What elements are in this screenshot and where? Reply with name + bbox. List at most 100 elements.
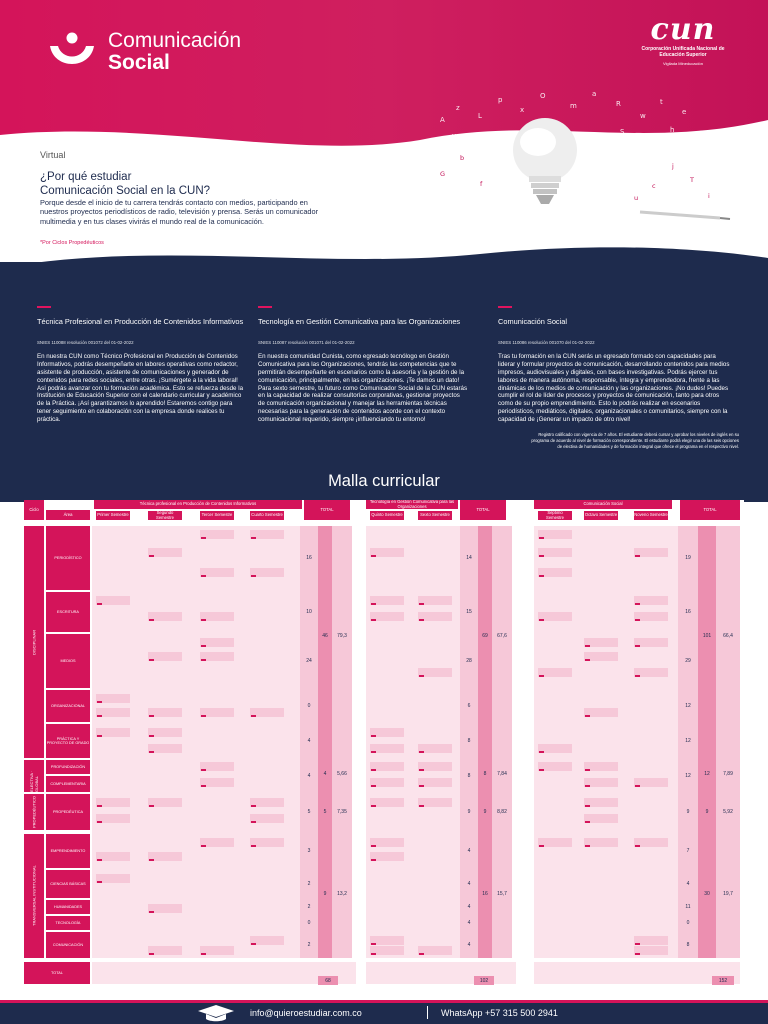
subtotal-c3-electiva: 12: [704, 771, 710, 777]
course-chip: [418, 744, 452, 753]
semester-9: Noveno Semestre: [634, 511, 668, 520]
course-chip: [200, 778, 234, 787]
course-chip: [370, 946, 404, 955]
svg-text:j: j: [671, 162, 674, 170]
why-title-line-2: Comunicación Social en la CUN?: [40, 184, 211, 197]
credits-c2-organizacional: 6: [467, 703, 471, 709]
subtotal-c1-electiva: 4: [323, 771, 327, 777]
svg-text:O: O: [540, 92, 546, 100]
area-humanidades: HUMANIDADES: [46, 900, 90, 914]
total-credits-cycle-3: 152: [712, 976, 734, 985]
credits-c2-complementaria: 8: [467, 773, 471, 779]
svg-text:S: S: [620, 128, 625, 136]
subtotal-column-2: [478, 526, 492, 958]
credits-c1-ciencias: 2: [307, 881, 311, 887]
subtotal-c2-disciplinar: 69: [482, 633, 488, 639]
course-chip: [250, 530, 284, 539]
credits-c2-propedeutica: 9: [467, 809, 471, 815]
subtotal-column-3: [698, 526, 716, 958]
svg-text:d: d: [710, 150, 714, 158]
course-chip: [96, 874, 130, 883]
semester-7: Séptimo Semestre: [538, 510, 572, 520]
course-chip: [96, 798, 130, 807]
svg-text:x: x: [520, 106, 524, 114]
course-chip: [200, 762, 234, 771]
credits-c2-emprendimiento: 4: [467, 848, 471, 854]
program-card-profesional: Comunicación Social SNIES 110086 resoluc…: [498, 306, 730, 424]
course-chip: [634, 946, 668, 955]
credits-c3-ciencias: 4: [686, 881, 690, 887]
course-chip: [200, 708, 234, 717]
course-chip: [538, 838, 572, 847]
svg-text:a: a: [592, 90, 596, 98]
area-organizacional: ORGANIZACIONAL: [46, 690, 90, 722]
svg-text:R: R: [616, 100, 621, 108]
course-chip: [148, 946, 182, 955]
footer-whatsapp[interactable]: WhatsApp +57 315 500 2941: [441, 1008, 558, 1018]
footer: info@quieroestudiar.com.co WhatsApp +57 …: [0, 1000, 768, 1024]
total-label: TOTAL: [24, 962, 90, 984]
course-chip: [96, 814, 130, 823]
course-chip: [418, 778, 452, 787]
credits-c3-medios: 29: [685, 658, 691, 664]
area-escritura: ESCRITURA: [46, 592, 90, 632]
group-disciplinar: DISCIPLINAR: [24, 526, 44, 758]
percent-c3-transversal: 19,7: [723, 891, 733, 897]
header-total-3: TOTAL: [680, 500, 740, 520]
course-chip: [538, 668, 572, 677]
course-chip: [418, 668, 452, 677]
subtotal-c1-transversal: 9: [323, 891, 327, 897]
course-chip: [634, 548, 668, 557]
cycle-2-body: [366, 526, 460, 958]
header-ciclo: Ciclo: [24, 500, 44, 520]
subtotal-c3-disciplinar: 101: [702, 633, 712, 639]
course-chip: [584, 638, 618, 647]
course-chip: [148, 548, 182, 557]
course-chip: [370, 612, 404, 621]
course-chip: [538, 762, 572, 771]
percent-c1-electiva: 5,66: [337, 771, 347, 777]
course-chip: [148, 798, 182, 807]
credits-c1-humanidades: 2: [307, 904, 311, 910]
svg-text:t: t: [660, 98, 663, 106]
course-chip: [634, 778, 668, 787]
modality-label: Virtual: [40, 150, 66, 160]
course-chip: [200, 568, 234, 577]
svg-text:h: h: [670, 126, 674, 134]
course-chip: [148, 744, 182, 753]
semester-8: Octavo Semestre: [584, 511, 618, 520]
cun-legal: Vigilada Mineducación: [663, 60, 703, 66]
hero: Comunicación Social cun Corporación Unif…: [0, 0, 768, 305]
svg-text:N: N: [650, 140, 655, 148]
program-title: Comunicación Social: [498, 317, 568, 326]
course-chip: [634, 596, 668, 605]
subtotal-c1-disciplinar: 46: [322, 633, 328, 639]
course-chip: [200, 652, 234, 661]
malla-title: Malla curricular: [328, 472, 440, 490]
course-chip: [538, 548, 572, 557]
credits-c2-practica: 8: [467, 738, 471, 744]
course-chip: [584, 838, 618, 847]
group-electiva: ELECTIVA · GLOBAL: [24, 760, 44, 792]
course-chip: [370, 798, 404, 807]
subtotal-c1-propedeutico: 5: [323, 809, 327, 815]
svg-text:f: f: [480, 180, 483, 188]
smile-logo-icon: [50, 32, 94, 65]
header-area: Área: [46, 510, 90, 520]
why-body: Porque desde el inicio de tu carrera ten…: [40, 198, 319, 226]
program-brand: Comunicación Social: [44, 29, 242, 74]
course-chip: [250, 936, 284, 945]
footer-email[interactable]: info@quieroestudiar.com.co: [250, 1008, 362, 1018]
subtotal-c2-electiva: 8: [483, 771, 487, 777]
svg-text:G: G: [440, 170, 445, 178]
course-chip: [418, 612, 452, 621]
subtotal-c3-transversal: 30: [704, 891, 710, 897]
course-chip: [538, 568, 572, 577]
brand-line-1: Comunicación: [108, 29, 242, 52]
program-body: En nuestra CUN como Técnico Profesional …: [37, 353, 244, 423]
svg-text:b: b: [460, 154, 464, 162]
course-chip: [250, 838, 284, 847]
svg-text:i: i: [708, 192, 710, 200]
svg-text:k: k: [700, 130, 705, 138]
course-chip: [370, 596, 404, 605]
